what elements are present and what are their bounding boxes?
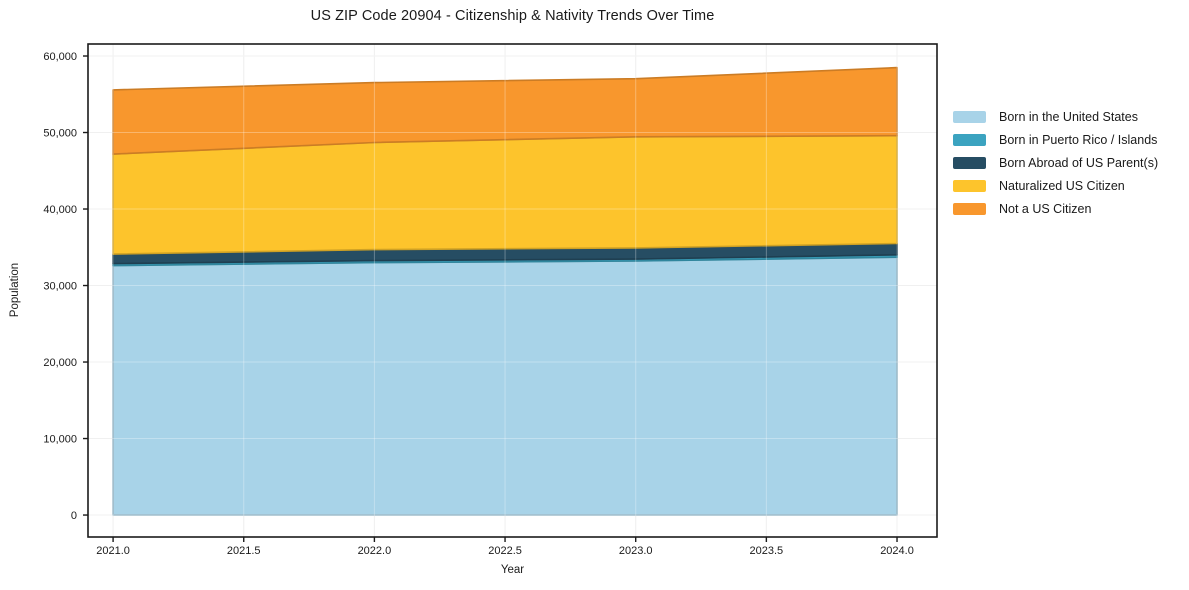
y-tick-label: 50,000 — [43, 128, 77, 140]
legend-label: Born in Puerto Rico / Islands — [999, 132, 1158, 147]
y-tick-label: 20,000 — [43, 357, 77, 369]
y-tick-label: 0 — [71, 510, 77, 522]
x-tick-label: 2022.0 — [358, 545, 392, 557]
plot-border — [87, 43, 938, 538]
legend-item-naturalized-us-citizen: Naturalized US Citizen — [953, 178, 1158, 193]
legend-label: Naturalized US Citizen — [999, 178, 1125, 193]
legend-label: Not a US Citizen — [999, 201, 1092, 216]
legend-item-not-a-us-citizen: Not a US Citizen — [953, 201, 1158, 216]
y-tick-label: 40,000 — [43, 204, 77, 216]
legend-item-born-in-puerto-rico-islands: Born in Puerto Rico / Islands — [953, 132, 1158, 147]
x-tick-label: 2021.0 — [96, 545, 130, 557]
x-axis-label: Year — [500, 564, 525, 576]
y-axis-label: Population — [9, 262, 21, 318]
legend-label: Born in the United States — [999, 109, 1138, 124]
legend-item-born-in-the-united-states: Born in the United States — [953, 109, 1158, 124]
legend: Born in the United States Born in Puerto … — [953, 109, 1159, 216]
y-tick-label: 30,000 — [43, 281, 77, 293]
chart-title: US ZIP Code 20904 - Citizenship & Nativi… — [310, 8, 715, 24]
y-tick-label: 60,000 — [43, 51, 77, 63]
area-not-a-us-citizen — [112, 66, 898, 155]
legend-swatch — [953, 202, 986, 215]
y-tick-label: 10,000 — [43, 434, 77, 446]
x-tick-label: 2024.0 — [880, 545, 914, 557]
x-tick-label: 2023.0 — [619, 545, 653, 557]
legend-swatch — [953, 133, 986, 146]
x-tick-label: 2021.5 — [227, 545, 261, 557]
x-tick-label: 2023.5 — [750, 545, 784, 557]
legend-item-born-abroad-of-us-parent-s: Born Abroad of US Parent(s) — [953, 155, 1159, 170]
legend-swatch — [953, 179, 986, 192]
legend-label: Born Abroad of US Parent(s) — [999, 155, 1159, 170]
legend-swatch — [953, 156, 986, 169]
legend-swatch — [953, 110, 986, 123]
x-tick-label: 2022.5 — [488, 545, 522, 557]
